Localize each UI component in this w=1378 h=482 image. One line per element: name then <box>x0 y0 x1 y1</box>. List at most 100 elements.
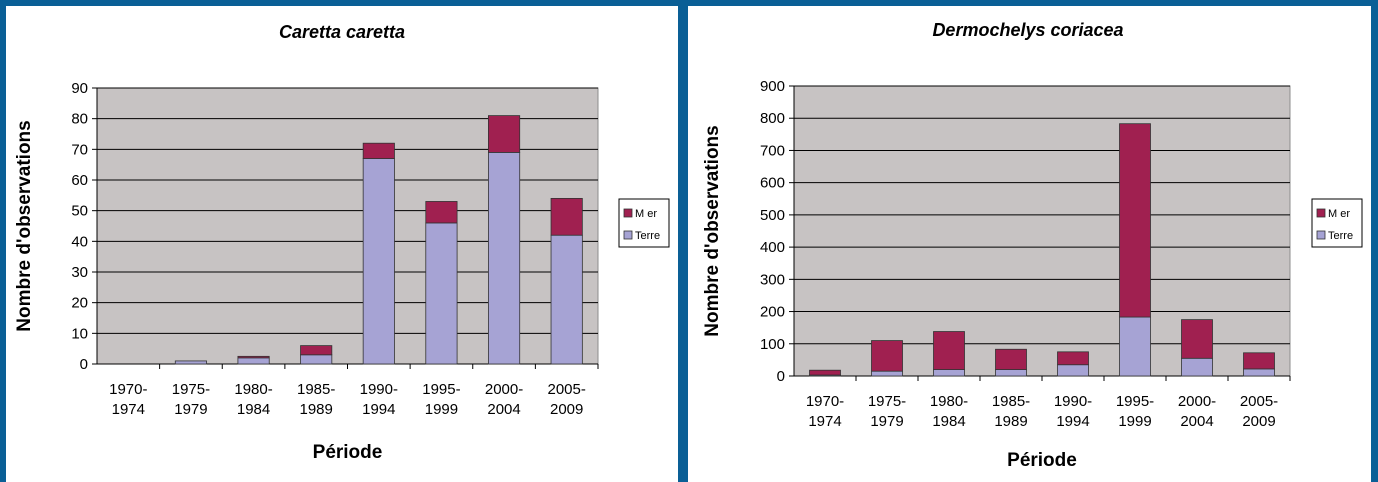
y-tick-label: 0 <box>80 356 88 373</box>
x-tick-label: 2009 <box>1242 413 1275 430</box>
y-tick-label: 900 <box>760 78 785 95</box>
x-tick-label: 1974 <box>112 401 145 418</box>
chart-title: Dermochelys coriacea <box>932 20 1123 40</box>
bar-mer <box>1057 351 1089 366</box>
legend-label: M er <box>1328 208 1350 220</box>
legend-label: M er <box>635 208 657 220</box>
bar-mer <box>809 369 841 376</box>
bar-mer <box>550 197 583 236</box>
x-tick-label: 2005- <box>1240 393 1278 410</box>
x-tick-label: 1970- <box>806 393 844 410</box>
y-axis-title: Nombre d'observations <box>14 120 35 331</box>
y-tick-label: 40 <box>71 233 88 250</box>
x-tick-label: 1989 <box>994 413 1027 430</box>
bar-mer <box>488 115 521 153</box>
bar-mer <box>300 345 333 356</box>
x-tick-label: 1984 <box>932 413 965 430</box>
x-tick-label: 2004 <box>1180 413 1213 430</box>
bar-terre <box>1119 316 1151 377</box>
plot-area <box>793 85 1291 377</box>
y-tick-label: 100 <box>760 336 785 353</box>
y-tick-label: 300 <box>760 271 785 288</box>
x-tick-label: 1999 <box>1118 413 1151 430</box>
x-tick-label: 1990- <box>360 381 398 398</box>
x-tick-label: 1989 <box>300 401 333 418</box>
bar-mer <box>1181 319 1213 359</box>
legend-swatch <box>1316 208 1326 218</box>
x-tick-label: 1980- <box>234 381 272 398</box>
bar-terre <box>300 354 333 365</box>
y-tick-label: 90 <box>71 80 88 97</box>
x-tick-label: 1995- <box>1116 393 1154 410</box>
x-tick-label: 1970- <box>109 381 147 398</box>
x-tick-label: 1980- <box>930 393 968 410</box>
y-tick-label: 20 <box>71 295 88 312</box>
bar-terre <box>871 370 903 377</box>
x-tick-label: 1979 <box>870 413 903 430</box>
x-tick-label: 1975- <box>868 393 906 410</box>
y-tick-label: 0 <box>777 368 785 385</box>
bar-terre <box>174 360 207 365</box>
x-tick-label: 1999 <box>425 401 458 418</box>
x-tick-label: 1984 <box>237 401 270 418</box>
y-axis-title: Nombre d'observations <box>702 125 723 336</box>
bar-terre <box>995 369 1027 377</box>
bar-terre <box>237 357 270 365</box>
y-tick-label: 800 <box>760 110 785 127</box>
bar-mer <box>871 340 903 372</box>
x-axis-title: Période <box>313 442 383 463</box>
x-tick-label: 1979 <box>174 401 207 418</box>
y-tick-label: 10 <box>71 325 88 342</box>
x-tick-label: 1975- <box>172 381 210 398</box>
y-tick-label: 500 <box>760 207 785 224</box>
bar-terre <box>425 222 458 365</box>
x-tick-label: 1985- <box>992 393 1030 410</box>
x-tick-label: 1994 <box>1056 413 1089 430</box>
x-tick-label: 1985- <box>297 381 335 398</box>
x-tick-label: 2004 <box>487 401 520 418</box>
bar-mer <box>362 142 395 159</box>
chart-dermochelys-svg: Dermochelys coriacea 0 100 200 300 400 500 600 7… <box>702 20 1363 471</box>
bar-mer <box>1119 123 1151 318</box>
x-tick-label: 1990- <box>1054 393 1092 410</box>
y-tick-label: 200 <box>760 304 785 321</box>
chart-title: Caretta caretta <box>279 22 405 42</box>
bar-mer <box>995 348 1027 370</box>
bar-terre <box>488 151 521 365</box>
x-tick-label: 1995- <box>422 381 460 398</box>
chart-caretta-svg: Caretta caretta 0 10 20 30 40 50 60 70 80 90 1970- 1… <box>14 22 670 463</box>
bar-mer <box>933 331 965 370</box>
bar-terre <box>550 234 583 365</box>
bar-terre <box>933 369 965 377</box>
x-tick-label: 1994 <box>362 401 395 418</box>
y-tick-label: 70 <box>71 141 88 158</box>
x-tick-label: 2005- <box>548 381 586 398</box>
y-tick-label: 400 <box>760 239 785 256</box>
x-tick-label: 2000- <box>1178 393 1216 410</box>
legend-swatch <box>1316 230 1326 240</box>
y-tick-label: 30 <box>71 264 88 281</box>
y-tick-label: 60 <box>71 172 88 189</box>
x-tick-label: 1974 <box>808 413 841 430</box>
y-tick-label: 50 <box>71 203 88 220</box>
x-tick-label: 2009 <box>550 401 583 418</box>
bar-mer <box>1243 352 1275 370</box>
bar-terre <box>1243 368 1275 377</box>
bar-mer <box>425 201 458 224</box>
bar-terre <box>362 158 395 365</box>
bar-terre <box>1181 357 1213 377</box>
y-tick-label: 600 <box>760 175 785 192</box>
y-tick-label: 700 <box>760 142 785 159</box>
chart-panel-caretta: Caretta caretta 0 10 20 30 40 50 60 70 80 90 1970- 1… <box>6 6 678 482</box>
legend-swatch <box>623 208 633 218</box>
x-axis-title: Période <box>1007 450 1077 471</box>
bar-terre <box>1057 364 1089 377</box>
chart-panel-dermochelys: Dermochelys coriacea 0 100 200 300 400 500 600 7… <box>688 6 1371 482</box>
plot-area <box>96 87 599 365</box>
legend-label: Terre <box>1328 230 1353 242</box>
bar-mer <box>237 355 270 359</box>
legend-swatch <box>623 230 633 240</box>
x-tick-label: 2000- <box>485 381 523 398</box>
y-tick-label: 80 <box>71 111 88 128</box>
legend-label: Terre <box>635 230 660 242</box>
